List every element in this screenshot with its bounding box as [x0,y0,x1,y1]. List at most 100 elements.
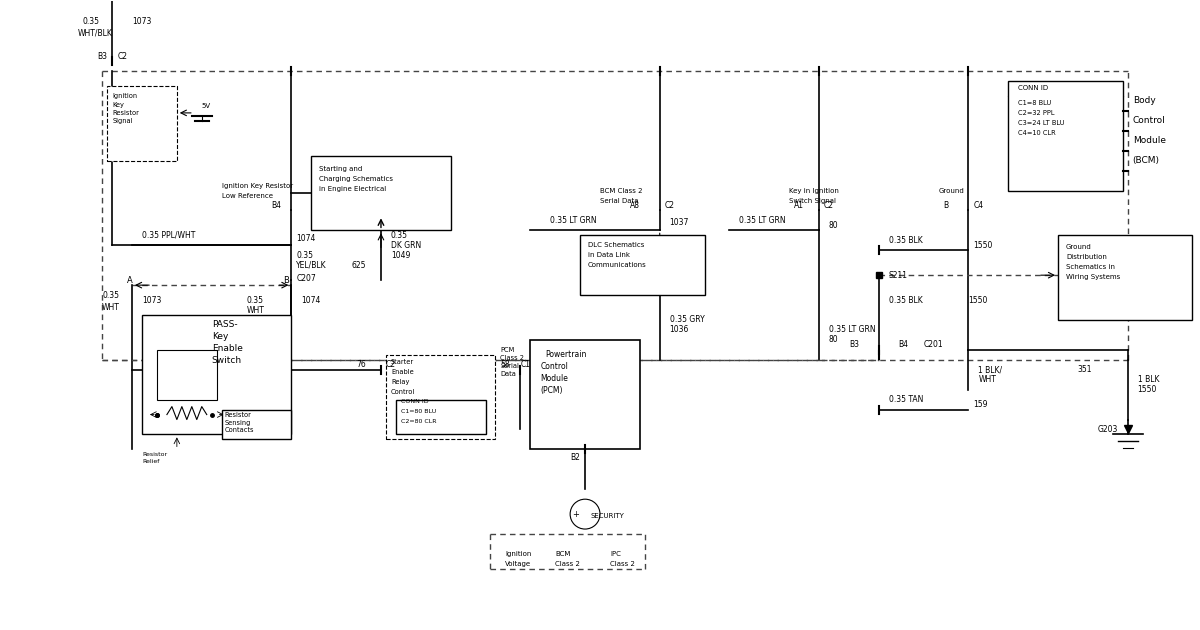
Text: 1550: 1550 [973,241,992,250]
Text: Key in Ignition: Key in Ignition [790,188,839,193]
Bar [530,340,640,449]
Text: 58: 58 [500,360,510,369]
Text: 1074: 1074 [296,234,316,243]
Text: Ignition Key Resistor: Ignition Key Resistor [222,183,293,188]
Text: Relief: Relief [142,459,160,464]
Text: C1: C1 [521,360,530,369]
Text: Key: Key [211,333,228,341]
Bar [107,86,176,161]
Text: 0.35: 0.35 [296,251,313,260]
Text: Module: Module [1133,136,1165,146]
Text: Powertrain: Powertrain [545,350,587,359]
Text: 1 BLK: 1 BLK [1138,375,1159,384]
Text: (BCM): (BCM) [1133,156,1159,165]
Text: B4: B4 [899,340,908,350]
Text: Distribution: Distribution [1066,255,1106,260]
Text: Sensing: Sensing [224,420,251,425]
Text: 1036: 1036 [670,326,689,335]
Text: Serial: Serial [500,363,520,369]
Text: Schematics in: Schematics in [1066,264,1115,270]
Text: WHT: WHT [246,306,264,314]
Text: Enable: Enable [391,369,414,375]
Text: PCM: PCM [500,347,515,353]
Text: 1037: 1037 [670,218,689,227]
Text: Control: Control [1133,117,1165,125]
Text: A8: A8 [630,201,640,210]
Text: 1049: 1049 [391,251,410,260]
Text: Signal: Signal [112,118,133,124]
Text: C1=80 BLU: C1=80 BLU [401,409,436,414]
Bar [386,355,496,440]
Text: Communications: Communications [588,262,647,268]
Text: Data: Data [500,370,516,377]
Bar [1058,236,1193,320]
Text: WHT: WHT [978,375,996,384]
Text: 625: 625 [352,261,366,270]
Text: 0.35: 0.35 [83,17,100,26]
Text: Voltage: Voltage [505,561,532,567]
Text: 0.35 PPL/WHT: 0.35 PPL/WHT [142,231,196,240]
Text: 5V: 5V [202,103,211,109]
Text: 80: 80 [829,221,839,230]
Text: YEL/BLK: YEL/BLK [296,261,326,270]
Text: Control: Control [540,362,568,371]
Text: 0.35 LT GRN: 0.35 LT GRN [829,326,876,335]
Text: Starting and: Starting and [319,166,362,171]
Text: 76: 76 [356,360,366,369]
Text: 0.35: 0.35 [391,231,408,240]
Text: DK GRN: DK GRN [391,241,421,250]
Bar [580,236,704,295]
Text: CONN ID: CONN ID [1018,85,1049,91]
Text: 0.35 LT GRN: 0.35 LT GRN [551,216,596,225]
Text: Resistor: Resistor [112,110,139,116]
Text: Body: Body [1133,96,1156,105]
Text: Ground: Ground [1066,244,1092,250]
Text: C3=24 LT BLU: C3=24 LT BLU [1018,120,1064,126]
Text: Switch Signal: Switch Signal [790,198,836,203]
Text: Ground: Ground [938,188,965,193]
Text: 1550: 1550 [968,295,988,304]
Bar [1008,81,1123,190]
Text: 0.35 BLK: 0.35 BLK [889,236,923,245]
Text: 0.35 GRY: 0.35 GRY [670,316,704,324]
Text: B3: B3 [97,52,107,60]
Text: 0.35 LT GRN: 0.35 LT GRN [739,216,786,225]
Bar [311,156,451,231]
Text: C2: C2 [665,201,674,210]
Text: Low Reference: Low Reference [222,193,272,198]
Text: in Engine Electrical: in Engine Electrical [319,186,386,192]
Text: Class 2: Class 2 [500,355,524,361]
Text: C2: C2 [824,201,834,210]
Text: C2: C2 [118,52,127,60]
Text: 1073: 1073 [132,17,151,26]
Text: G203: G203 [1098,425,1118,434]
Text: Ignition: Ignition [112,93,137,99]
Text: +: + [571,510,578,518]
Bar [157,350,217,399]
Text: 1073: 1073 [142,295,162,304]
Text: Class 2: Class 2 [610,561,635,567]
Text: Charging Schematics: Charging Schematics [319,176,394,181]
Bar [222,410,292,440]
Text: WHT: WHT [102,302,120,312]
Text: B: B [943,201,949,210]
Text: 80: 80 [829,335,839,345]
Text: Resistor: Resistor [224,411,252,418]
Text: B: B [283,276,289,285]
Text: B4: B4 [271,201,282,210]
Text: C4: C4 [973,201,984,210]
Text: 159: 159 [973,400,988,409]
Text: 0.35 TAN: 0.35 TAN [889,395,923,404]
Text: Control: Control [391,389,415,394]
Text: CONN ID: CONN ID [401,399,428,404]
Text: Key: Key [112,102,124,108]
Text: DLC Schematics: DLC Schematics [588,243,644,248]
Text: S211: S211 [889,271,907,280]
Text: in Data Link: in Data Link [588,252,630,258]
Text: 1550: 1550 [1138,385,1157,394]
Text: Switch: Switch [211,357,242,365]
Text: Wiring Systems: Wiring Systems [1066,274,1120,280]
Text: C2=32 PPL: C2=32 PPL [1018,110,1055,116]
Text: BCM Class 2: BCM Class 2 [600,188,642,193]
Text: C207: C207 [296,273,316,283]
